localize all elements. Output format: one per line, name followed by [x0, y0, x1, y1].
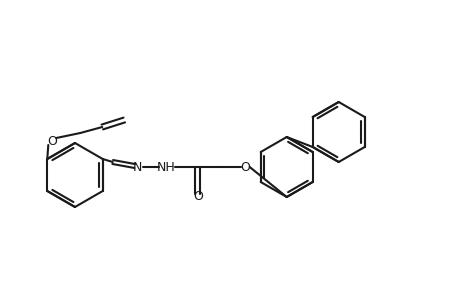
Text: O: O	[239, 160, 249, 173]
Text: O: O	[192, 190, 202, 203]
Text: N: N	[133, 160, 142, 173]
Text: O: O	[47, 134, 57, 148]
Text: NH: NH	[156, 160, 175, 173]
